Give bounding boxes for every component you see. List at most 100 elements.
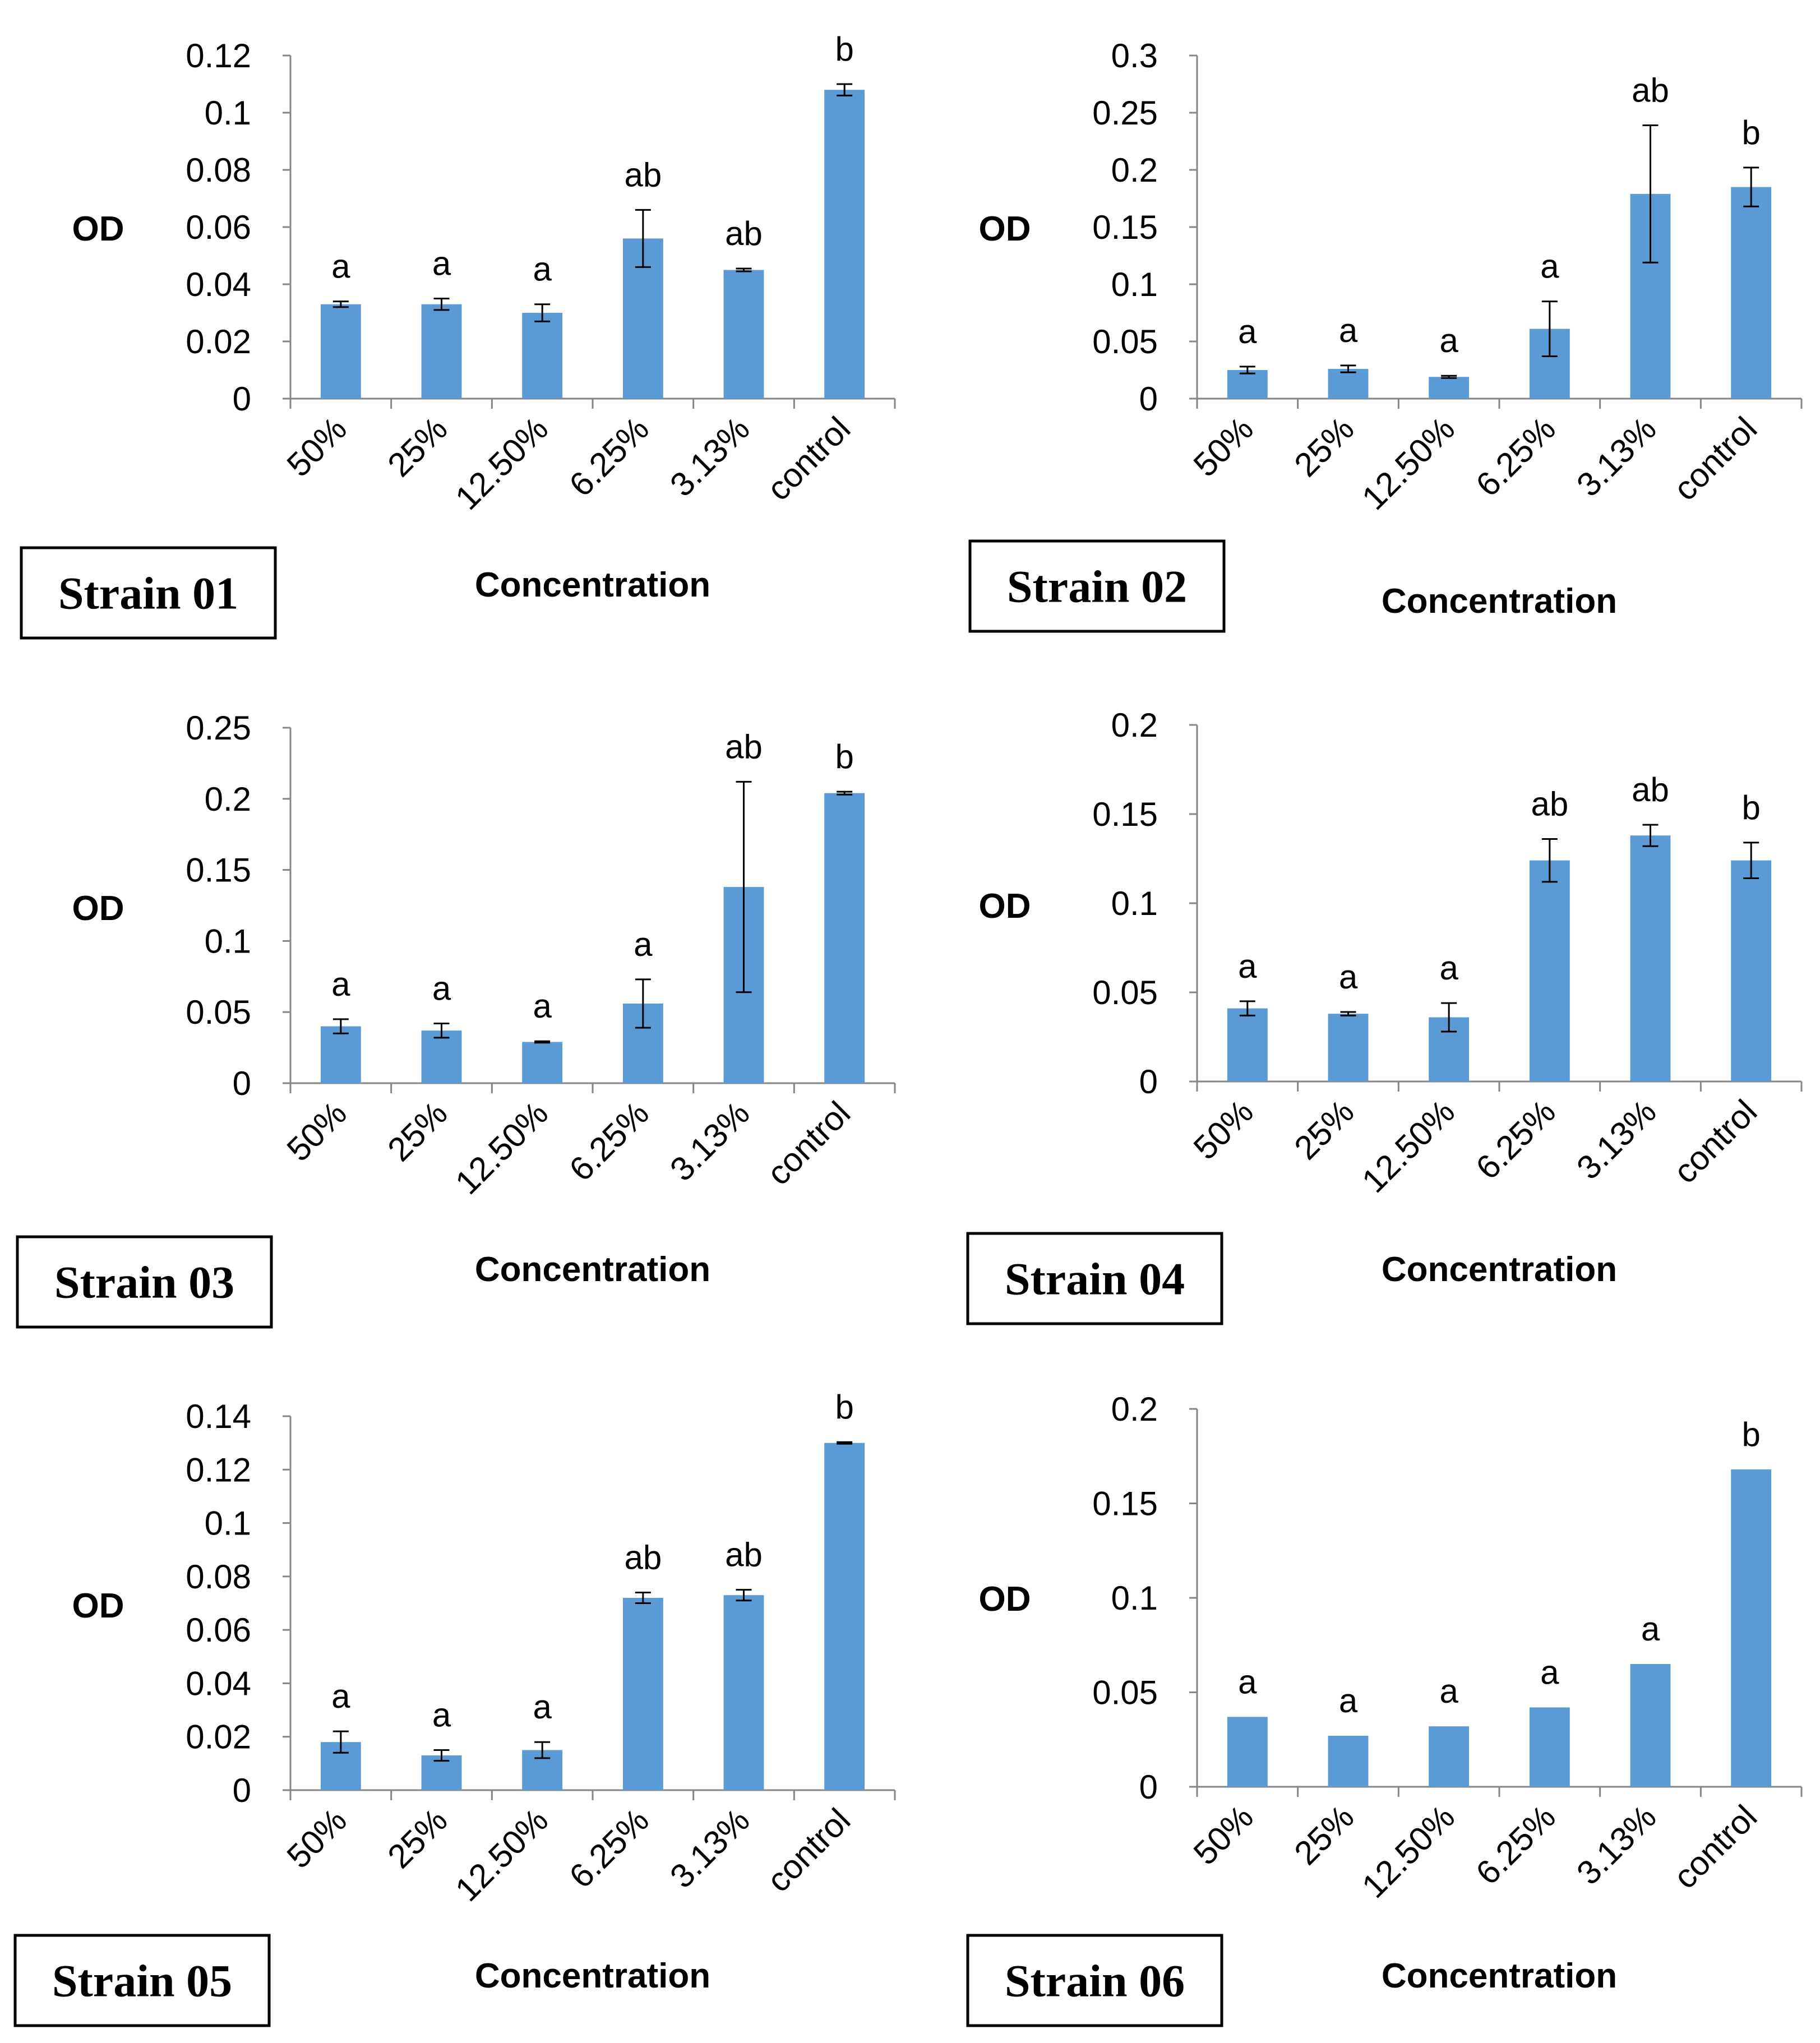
bar-3-3 [522, 1042, 563, 1083]
y-tick-label: 0.15 [1092, 209, 1158, 246]
bar-4-1 [1227, 1008, 1268, 1081]
x-tick-label: control [760, 410, 858, 508]
y-tick-label: 0.02 [186, 323, 251, 360]
strain-label-box [968, 539, 1226, 633]
significance-label: ab [725, 1536, 763, 1574]
bar-1-3 [522, 313, 563, 399]
y-tick-label: 0 [1139, 380, 1158, 418]
x-tick-label: 3.13% [1569, 1093, 1664, 1187]
significance-label: ab [1632, 71, 1669, 109]
y-tick-label: 0.2 [1111, 1390, 1158, 1428]
significance-label: a [1238, 947, 1257, 985]
significance-label: a [533, 251, 552, 288]
strain-label: Strain 01 [58, 568, 238, 619]
y-tick-label: 0.1 [1111, 1579, 1158, 1617]
significance-label: a [1339, 958, 1358, 996]
x-tick-label: 3.13% [1569, 410, 1664, 504]
bar-6-5 [1630, 1663, 1671, 1787]
y-tick-label: 0.15 [186, 852, 251, 889]
significance-label: a [1339, 1682, 1358, 1720]
significance-label: a [533, 987, 552, 1025]
significance-label: a [331, 248, 350, 285]
bar-6-4 [1529, 1707, 1570, 1787]
y-axis-title: OD [72, 210, 124, 248]
x-axis-title: Concentration [475, 1957, 710, 1995]
y-tick-label: 0.05 [186, 993, 251, 1031]
significance-label: a [432, 1697, 451, 1734]
y-axis-title: OD [979, 1580, 1031, 1619]
strain-label: Strain 03 [54, 1257, 234, 1308]
significance-label: a [533, 1688, 552, 1726]
x-tick-label: 50% [1186, 1798, 1260, 1872]
y-tick-label: 0.2 [1111, 151, 1158, 189]
significance-label: a [1339, 312, 1358, 349]
x-tick-label: 6.25% [562, 410, 656, 504]
y-tick-label: 0.05 [1092, 974, 1158, 1011]
y-tick-label: 0 [233, 1772, 251, 1809]
strain-label: Strain 04 [1005, 1254, 1185, 1305]
chart-panel-1: 0 0.02 0.04 0.06 0.08 0.1 0.12 a 50% a 25% a 12.50% a… [20, 30, 896, 640]
y-tick-label: 0.2 [205, 780, 251, 818]
significance-label: a [1641, 1610, 1660, 1648]
y-tick-label: 0.1 [205, 922, 251, 960]
significance-label: b [835, 738, 853, 775]
chart-panel-3: 0 0.05 0.1 0.15 0.2 0.25 a 50% a 25% a 12.50% a 6.25%… [16, 709, 896, 1329]
bar-4-6 [1731, 860, 1772, 1081]
x-tick-label: 6.25% [562, 1094, 656, 1189]
bar-4-4 [1529, 860, 1570, 1081]
strain-label-box [13, 1934, 271, 2027]
y-tick-label: 0 [233, 1065, 251, 1102]
x-tick-label: 6.25% [1468, 410, 1563, 504]
significance-label: a [432, 245, 451, 283]
strain-label: Strain 02 [1007, 561, 1187, 612]
strain-label-box [16, 1235, 273, 1329]
strain-label: Strain 06 [1005, 1956, 1185, 2007]
significance-label: b [835, 30, 853, 68]
chart-panel-5: 0 0.02 0.04 0.06 0.08 0.1 0.12 0.14 a 50% a 25% a 12.… [13, 1388, 896, 2027]
significance-label: b [1742, 1416, 1760, 1453]
y-tick-label: 0.05 [1092, 1674, 1158, 1712]
significance-label: a [1540, 1653, 1559, 1691]
bar-1-6 [824, 90, 865, 399]
bar-1-5 [723, 270, 764, 399]
x-tick-label: 12.50% [448, 1801, 555, 1908]
significance-label: b [1742, 789, 1760, 826]
significance-label: ab [725, 215, 763, 252]
significance-label: a [634, 926, 653, 963]
significance-label: ab [624, 1538, 662, 1576]
bar-5-5 [723, 1595, 764, 1790]
x-tick-label: 3.13% [663, 1801, 757, 1896]
x-tick-label: 50% [280, 1094, 354, 1168]
y-tick-label: 0.12 [186, 1451, 251, 1489]
y-tick-label: 0.1 [1111, 885, 1158, 922]
bar-5-6 [824, 1443, 865, 1790]
bar-2-1 [1227, 370, 1268, 399]
strain-label-box [20, 546, 277, 640]
significance-label: a [1238, 1663, 1257, 1700]
strain-label-box [966, 1934, 1223, 2027]
x-tick-label: 50% [1186, 410, 1260, 484]
x-tick-label: 6.25% [562, 1801, 656, 1896]
significance-label: ab [1531, 785, 1568, 823]
y-axis-title: OD [979, 210, 1031, 248]
y-tick-label: 0.2 [1111, 706, 1158, 744]
x-tick-label: 3.13% [1569, 1798, 1664, 1892]
bar-4-2 [1328, 1014, 1369, 1081]
x-tick-label: control [1666, 1093, 1764, 1191]
x-tick-label: control [1666, 410, 1764, 508]
bar-3-6 [824, 793, 865, 1083]
x-axis-title: Concentration [1382, 1250, 1617, 1289]
x-tick-label: 12.50% [1355, 410, 1462, 517]
y-axis-title: OD [979, 887, 1031, 926]
x-tick-label: control [760, 1094, 858, 1192]
strain-label-box [966, 1232, 1223, 1325]
x-tick-label: 25% [1287, 1798, 1361, 1872]
bar-3-1 [320, 1026, 361, 1083]
significance-label: a [331, 965, 350, 1003]
y-axis-title: OD [72, 1587, 124, 1625]
significance-label: ab [1632, 771, 1669, 808]
x-tick-label: 12.50% [448, 1094, 555, 1201]
significance-label: a [1439, 1672, 1458, 1710]
y-axis-title: OD [72, 889, 124, 928]
